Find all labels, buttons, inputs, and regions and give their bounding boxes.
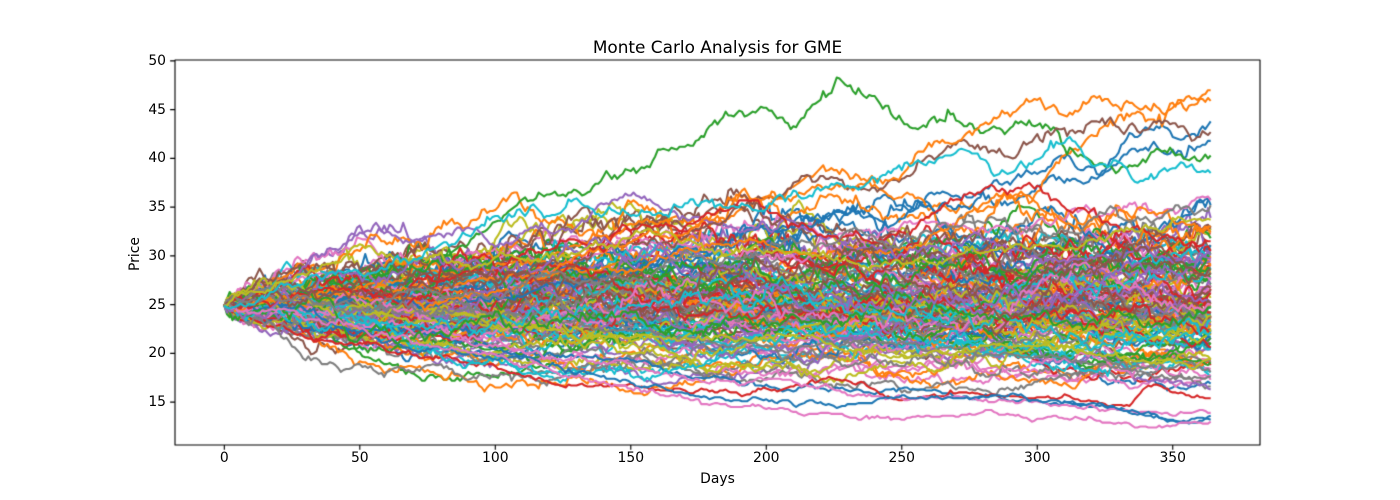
- y-tick-label-15: 15: [148, 394, 166, 411]
- x-axis-label: Days: [700, 470, 735, 487]
- x-tick-label-100: 100: [482, 449, 509, 466]
- chart-title: Monte Carlo Analysis for GME: [592, 36, 843, 57]
- x-tick-label-350: 350: [1159, 449, 1186, 466]
- y-tick-label-50: 50: [148, 52, 166, 69]
- y-tick-label-20: 20: [148, 345, 166, 362]
- x-tick-label-250: 250: [888, 449, 916, 466]
- x-tick-label-150: 150: [617, 449, 645, 466]
- x-tick-label-300: 300: [1023, 449, 1051, 466]
- y-tick-label-45: 45: [148, 101, 166, 118]
- x-tick-label-200: 200: [753, 449, 780, 466]
- y-tick-label-30: 30: [148, 247, 166, 264]
- x-tick-label-50: 50: [350, 449, 369, 466]
- y-tick-label-25: 25: [148, 296, 166, 313]
- y-tick-label-35: 35: [148, 199, 166, 216]
- x-tick-label-0: 0: [219, 449, 229, 466]
- y-tick-label-40: 40: [148, 150, 166, 167]
